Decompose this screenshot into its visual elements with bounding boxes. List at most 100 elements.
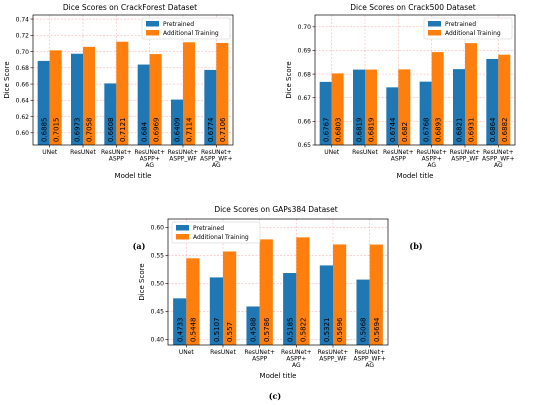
- y-tick-label: 0.64: [16, 98, 30, 105]
- chart-2: 0.40 0.45 0.50 0.55 0.60 0.4733 0.5107 0.4588 0.…: [138, 205, 389, 401]
- bar-value-label: 0.4733: [176, 318, 184, 343]
- bar: [246, 306, 260, 345]
- legend: Pretrained Additional Training: [171, 221, 261, 244]
- legend-swatch: [428, 30, 441, 36]
- bar: [116, 41, 129, 146]
- bar-value-label: 0.7121: [119, 118, 127, 143]
- legend-label: Additional Training: [163, 30, 219, 37]
- x-axis-label: Model title: [260, 372, 297, 380]
- bar-value-label: 0.6409: [174, 118, 182, 143]
- x-tick-label: ResUNet+ ASPP+ AG: [281, 349, 312, 369]
- bar-value-label: 0.6774: [207, 117, 215, 142]
- y-tick-label: 0.67: [298, 95, 312, 102]
- bar-value-label: 0.5068: [360, 318, 368, 343]
- bar: [37, 60, 50, 145]
- x-tick-label: UNet: [324, 149, 340, 156]
- x-tick-label: ResUNet: [210, 349, 236, 356]
- x-tick-label: ResUNet: [352, 149, 378, 156]
- y-tick-label: 0.72: [16, 33, 30, 40]
- bar: [369, 244, 383, 345]
- bar: [386, 87, 399, 145]
- y-tick-label: 0.50: [151, 281, 165, 288]
- y-tick-label: 0.74: [16, 16, 30, 23]
- legend-swatch: [428, 21, 441, 27]
- bar-value-label: 0.6885: [40, 118, 48, 143]
- bar-value-label: 0.5448: [190, 318, 198, 343]
- y-tick-label: 0.70: [16, 49, 30, 56]
- bar-value-label: 0.5321: [323, 318, 331, 343]
- y-tick-label: 0.70: [298, 24, 312, 31]
- y-tick-label: 0.65: [298, 142, 312, 149]
- x-tick-label: ResUNet+ ASPP_WF+ AG: [353, 349, 386, 369]
- legend-swatch: [176, 234, 189, 240]
- bar: [431, 52, 444, 145]
- chart-1: 0.65 0.66 0.67 0.68 0.69 0.70 0.6767 0.6819 0.67…: [285, 3, 516, 251]
- bar: [49, 50, 62, 145]
- bar-value-label: 0.6819: [356, 118, 364, 143]
- bar-value-label: 0.5822: [300, 318, 308, 343]
- legend-label: Additional Training: [445, 30, 501, 37]
- legend-box: [171, 221, 261, 244]
- bar-value-label: 0.5185: [286, 318, 294, 343]
- bar-value-label: 0.7114: [186, 117, 194, 142]
- bar-value-label: 0.7058: [86, 118, 94, 143]
- bar-value-label: 0.5696: [336, 317, 344, 342]
- bar-value-label: 0.6931: [468, 118, 476, 143]
- legend-swatch: [176, 225, 189, 231]
- legend-label: Pretrained: [193, 225, 224, 232]
- bar-value-label: 0.6893: [434, 118, 442, 143]
- bar-value-label: 0.6803: [334, 118, 342, 143]
- bar: [137, 64, 150, 145]
- y-tick-label: 0.66: [298, 119, 312, 126]
- y-tick-label: 0.60: [16, 130, 30, 137]
- y-tick-label: 0.55: [151, 253, 165, 260]
- y-tick-label: 0.68: [16, 65, 30, 72]
- chart-title: Dice Scores on GAPs384 Dataset: [214, 205, 337, 214]
- bar: [259, 239, 273, 345]
- legend-swatch: [146, 21, 159, 27]
- y-tick-label: 0.69: [298, 48, 312, 55]
- y-tick-label: 0.66: [16, 81, 30, 88]
- x-tick-label: ResUNet+ ASPP_WF+ AG: [200, 149, 233, 169]
- bar: [365, 69, 377, 145]
- bar: [173, 298, 187, 345]
- x-tick-label: ResUNet+ ASPP: [244, 349, 275, 363]
- bar: [216, 42, 229, 146]
- y-tick-label: 0.62: [16, 114, 30, 121]
- bar: [71, 53, 83, 145]
- bar: [331, 73, 344, 145]
- x-tick-label: ResUNet+ ASPP_WF+ AG: [482, 149, 515, 169]
- y-tick-label: 0.40: [151, 337, 165, 344]
- bar: [398, 69, 411, 145]
- x-axis-label: Model title: [115, 172, 152, 180]
- bar-value-label: 0.557: [226, 322, 234, 342]
- chart-title: Dice Scores on Crack500 Dataset: [350, 3, 476, 12]
- bar-value-label: 0.4588: [250, 318, 258, 343]
- bar-value-label: 0.6864: [489, 117, 497, 142]
- bar: [183, 42, 195, 145]
- bar-value-label: 0.7106: [219, 117, 227, 142]
- x-axis-label: Model title: [397, 172, 434, 180]
- y-axis-label: Dice Score: [285, 61, 293, 98]
- legend: Pretrained Additional Training: [423, 17, 513, 40]
- axes-frame: [32, 14, 234, 146]
- y-tick-label: 0.68: [298, 71, 312, 78]
- x-tick-label: ResUNet+ ASPP_WF: [168, 149, 199, 163]
- x-tick-label: ResUNet+ ASPP+ AG: [134, 149, 165, 169]
- bar: [353, 69, 365, 145]
- legend-label: Additional Training: [193, 234, 249, 241]
- bar: [186, 258, 200, 345]
- figure-caption: (b): [409, 241, 422, 251]
- x-tick-label: UNet: [179, 349, 195, 356]
- bar: [356, 279, 370, 345]
- bar-value-label: 0.5107: [213, 318, 221, 343]
- bar-value-label: 0.684: [140, 121, 148, 142]
- bar: [209, 277, 223, 345]
- bar-value-label: 0.6821: [456, 118, 464, 143]
- legend: Pretrained Additional Training: [141, 17, 231, 40]
- bar: [319, 81, 332, 145]
- bar: [486, 58, 499, 145]
- legend-box: [423, 17, 513, 40]
- x-tick-label: ResUNet+ ASPP: [383, 149, 414, 163]
